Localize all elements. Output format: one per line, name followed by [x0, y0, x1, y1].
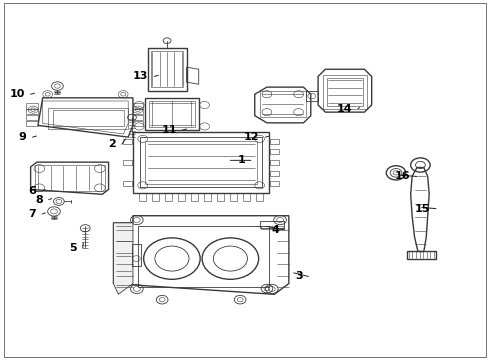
Bar [270, 139, 279, 144]
Bar [256, 193, 263, 202]
Bar [123, 160, 132, 165]
Text: 16: 16 [395, 171, 411, 181]
Bar [151, 51, 183, 87]
Text: 7: 7 [29, 209, 36, 219]
Text: 4: 4 [271, 225, 279, 235]
Bar [26, 114, 38, 120]
Text: 2: 2 [108, 139, 116, 149]
Text: 6: 6 [28, 186, 36, 196]
Text: 14: 14 [337, 104, 352, 113]
Text: 9: 9 [19, 132, 27, 142]
Bar [26, 109, 38, 114]
Bar [243, 193, 250, 202]
Bar [178, 193, 185, 202]
Bar [327, 78, 363, 106]
Bar [145, 98, 199, 130]
Bar [270, 160, 279, 165]
Bar [34, 165, 105, 192]
Bar [138, 226, 270, 287]
Bar [52, 111, 124, 126]
Bar [48, 108, 128, 129]
Bar [260, 221, 284, 228]
Bar [133, 121, 143, 126]
Bar [217, 193, 224, 202]
Bar [323, 75, 367, 109]
Bar [133, 114, 143, 120]
Bar [270, 181, 279, 186]
Bar [140, 137, 262, 187]
Bar [26, 121, 38, 126]
Bar [204, 193, 211, 202]
Bar [145, 141, 257, 184]
Bar [230, 193, 237, 202]
Bar [26, 103, 38, 109]
Bar [133, 103, 143, 109]
Text: 8: 8 [35, 195, 43, 204]
Bar [133, 109, 143, 114]
Text: 11: 11 [161, 125, 177, 135]
Text: 10: 10 [9, 89, 25, 99]
Text: 5: 5 [69, 243, 77, 253]
Text: 15: 15 [415, 203, 430, 213]
Text: 12: 12 [244, 132, 260, 142]
Bar [270, 171, 279, 176]
Bar [133, 132, 270, 193]
Bar [260, 91, 306, 117]
Bar [149, 101, 195, 127]
Polygon shape [114, 223, 133, 294]
Bar [270, 149, 279, 154]
Text: 13: 13 [133, 71, 148, 81]
Bar [152, 193, 159, 202]
Bar [191, 193, 198, 202]
Bar [165, 193, 172, 202]
Bar [139, 193, 146, 202]
Bar [123, 181, 132, 186]
Bar [147, 48, 187, 91]
Text: 3: 3 [295, 271, 302, 282]
Bar [261, 226, 283, 229]
Text: 1: 1 [237, 156, 245, 165]
Bar [132, 244, 141, 266]
Bar [123, 139, 132, 144]
